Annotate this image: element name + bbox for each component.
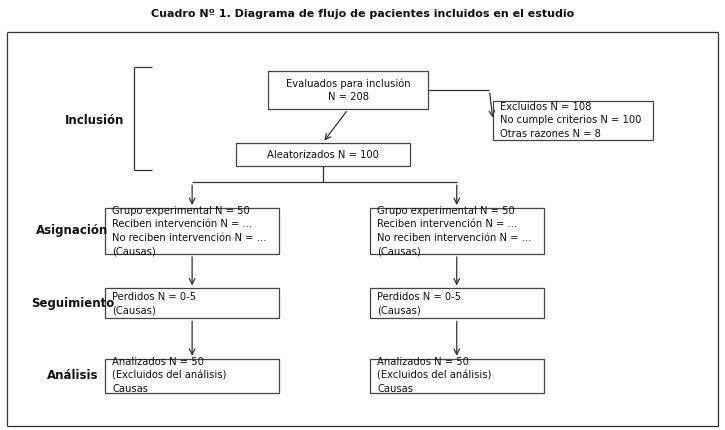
FancyBboxPatch shape <box>105 359 279 393</box>
Text: Evaluados para inclusión
N = 208: Evaluados para inclusión N = 208 <box>286 78 410 102</box>
Text: Perdidos N = 0-5
(Causas): Perdidos N = 0-5 (Causas) <box>112 292 196 315</box>
Text: Grupo experimental N = 50
Reciben intervención N = ...
No reciben intervención N: Grupo experimental N = 50 Reciben interv… <box>377 206 531 256</box>
FancyBboxPatch shape <box>370 208 544 254</box>
Text: Perdidos N = 0-5
(Causas): Perdidos N = 0-5 (Causas) <box>377 292 461 315</box>
Text: Cuadro Nº 1. Diagrama de flujo de pacientes incluidos en el estudio: Cuadro Nº 1. Diagrama de flujo de pacien… <box>151 9 574 19</box>
Text: Analizados N = 50
(Excluidos del análisis)
Causas: Analizados N = 50 (Excluidos del análisi… <box>112 357 227 394</box>
Text: Análisis: Análisis <box>46 369 99 382</box>
Text: Analizados N = 50
(Excluidos del análisis)
Causas: Analizados N = 50 (Excluidos del análisi… <box>377 357 492 394</box>
FancyBboxPatch shape <box>105 208 279 254</box>
Text: Grupo experimental N = 50
Reciben intervención N = ...
No reciben intervención N: Grupo experimental N = 50 Reciben interv… <box>112 206 267 256</box>
FancyBboxPatch shape <box>105 288 279 319</box>
FancyBboxPatch shape <box>493 101 652 139</box>
FancyBboxPatch shape <box>268 71 428 109</box>
FancyBboxPatch shape <box>370 359 544 393</box>
Text: Inclusión: Inclusión <box>65 114 124 127</box>
Text: Asignación: Asignación <box>36 224 109 237</box>
FancyBboxPatch shape <box>370 288 544 319</box>
FancyBboxPatch shape <box>236 143 410 166</box>
Text: Seguimiento: Seguimiento <box>31 297 114 310</box>
Text: Excluidos N = 108
No cumple criterios N = 100
Otras razones N = 8: Excluidos N = 108 No cumple criterios N … <box>500 102 642 139</box>
Text: Aleatorizados N = 100: Aleatorizados N = 100 <box>267 150 378 160</box>
